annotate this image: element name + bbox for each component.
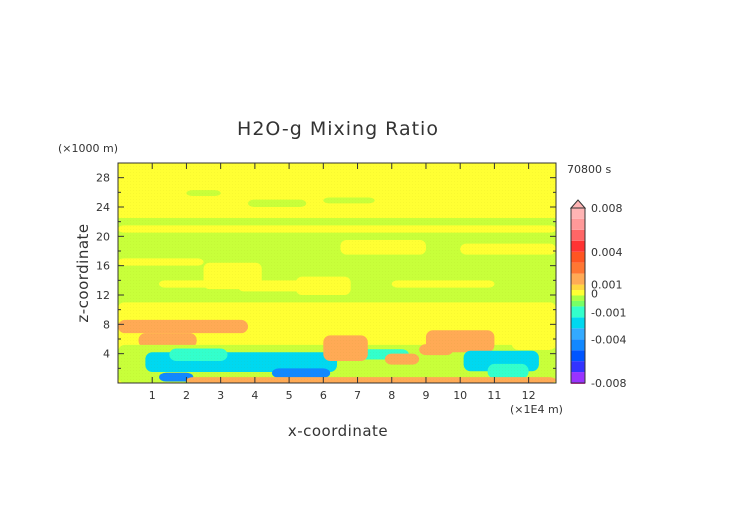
x-tick-label: 8	[388, 389, 395, 402]
x-tick-label: 12	[522, 389, 536, 402]
colorbar-label: 0.008	[591, 202, 623, 215]
colorbar-label: -0.008	[591, 377, 626, 390]
plot-frame	[117, 162, 557, 384]
colorbar-cell	[571, 339, 585, 351]
colorbar-cell	[571, 361, 585, 373]
x-tick-label: 5	[286, 389, 293, 402]
colorbar-cell	[571, 251, 585, 263]
colorbar-cell	[571, 300, 585, 307]
colorbar-cell	[571, 317, 585, 329]
time-label: 70800 s	[567, 163, 611, 176]
x-tick-label: 10	[453, 389, 467, 402]
colorbar-arrow	[569, 199, 587, 209]
colorbar-label: 0.004	[591, 246, 623, 259]
y-tick-label: 16	[96, 260, 110, 273]
colorbar-cell	[571, 328, 585, 340]
y-tick-label: 20	[96, 230, 110, 243]
colorbar-label: -0.001	[591, 306, 626, 319]
y-axis: 4 8 12 16 20 24 28	[96, 172, 556, 369]
x-unit-label: (×1E4 m)	[510, 403, 563, 416]
colorbar-cell	[571, 273, 585, 285]
colorbar-cell	[571, 218, 585, 230]
colorbar-frame	[570, 207, 586, 384]
colorbar-cell	[571, 208, 585, 219]
y-tick-label: 24	[96, 201, 110, 214]
heatmap-field	[118, 163, 556, 383]
colorbar-label: -0.004	[591, 333, 626, 346]
colorbar-cell	[571, 372, 585, 383]
colorbar-cell	[571, 229, 585, 241]
chart-title: H2O-g Mixing Ratio	[237, 118, 439, 140]
field-texture	[118, 163, 556, 383]
x-tick-label: 11	[487, 389, 501, 402]
x-tick-label: 4	[251, 389, 258, 402]
colorbar-cell	[571, 350, 585, 362]
colorbar-cell	[571, 240, 585, 252]
y-tick-label: 8	[103, 318, 110, 331]
y-tick-label: 28	[96, 172, 110, 185]
x-tick-label: 6	[320, 389, 327, 402]
x-axis-label: x-coordinate	[288, 422, 388, 440]
x-tick-label: 7	[354, 389, 361, 402]
y-tick-label: 12	[96, 289, 110, 302]
colorbar-cell	[571, 284, 585, 291]
x-tick-label: 9	[422, 389, 429, 402]
colorbar-cell	[571, 290, 585, 296]
x-tick-label: 2	[183, 389, 190, 402]
y-tick-label: 4	[103, 348, 110, 361]
x-tick-label: 1	[149, 389, 156, 402]
y-axis-label: z-coordinate	[74, 223, 92, 322]
colorbar-label: 0	[591, 288, 598, 301]
colorbar-cell	[571, 306, 585, 318]
y-unit-label: (×1000 m)	[58, 142, 118, 155]
colorbar-cell	[571, 262, 585, 274]
x-axis: 1 2 3 4 5 6 7 8 9 10 11 12	[149, 163, 536, 402]
colorbar-label: 0.001	[591, 279, 623, 292]
x-tick-label: 3	[217, 389, 224, 402]
colorbar-cell	[571, 295, 585, 301]
